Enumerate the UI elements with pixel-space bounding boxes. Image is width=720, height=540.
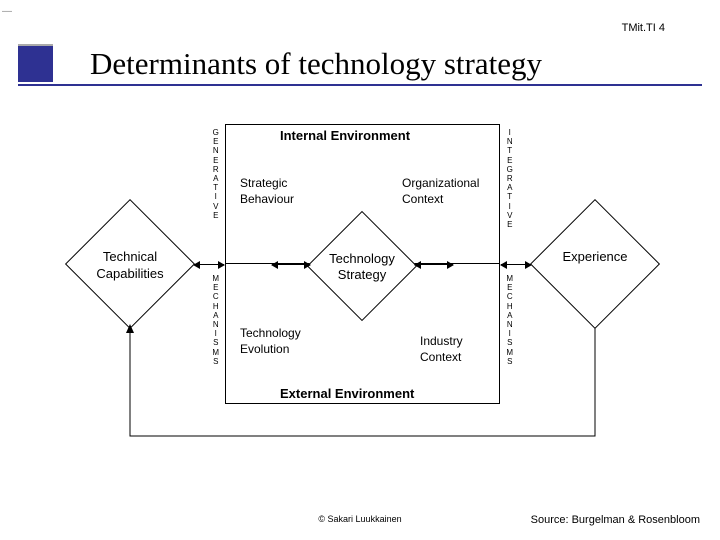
arrow-box-to-center-left	[272, 264, 310, 265]
right-diamond: Experience	[530, 199, 660, 329]
arrow-left-to-box	[194, 264, 224, 265]
quad-strategic-behaviour: StrategicBehaviour	[240, 176, 294, 207]
vlabel-mechanisms-left: MECHANISMS	[211, 274, 221, 366]
vlabel-generative-left: GENERATIVE	[211, 128, 221, 220]
vlabel-mechanisms-right: MECHANISMS	[505, 274, 515, 366]
corner-mark: —	[2, 6, 12, 17]
arrow-box-to-right	[501, 264, 531, 265]
internal-env-label: Internal Environment	[280, 128, 410, 143]
vlabel-integrative-right: INTEGRATIVE	[505, 128, 515, 229]
strategy-diagram: Internal Environment StrategicBehaviour …	[0, 106, 720, 486]
quad-technology-evolution: TechnologyEvolution	[240, 326, 301, 357]
external-env-label: External Environment	[280, 386, 414, 401]
quad-industry-context: IndustryContext	[420, 334, 463, 365]
title-accent-bar	[18, 44, 53, 82]
env-divider	[226, 263, 499, 264]
quad-organizational-context: OrganizationalContext	[402, 176, 479, 207]
right-diamond-label: Experience	[530, 249, 660, 266]
left-diamond: TechnicalCapabilities	[65, 199, 195, 329]
footer-source: Source: Burgelman & Rosenbloom	[531, 514, 700, 526]
left-diamond-label: TechnicalCapabilities	[65, 249, 195, 283]
title-underline	[18, 84, 702, 86]
header-code: TMit.TI 4	[622, 22, 665, 34]
arrow-center-to-box-right	[415, 264, 453, 265]
page-title: Determinants of technology strategy	[90, 46, 542, 82]
